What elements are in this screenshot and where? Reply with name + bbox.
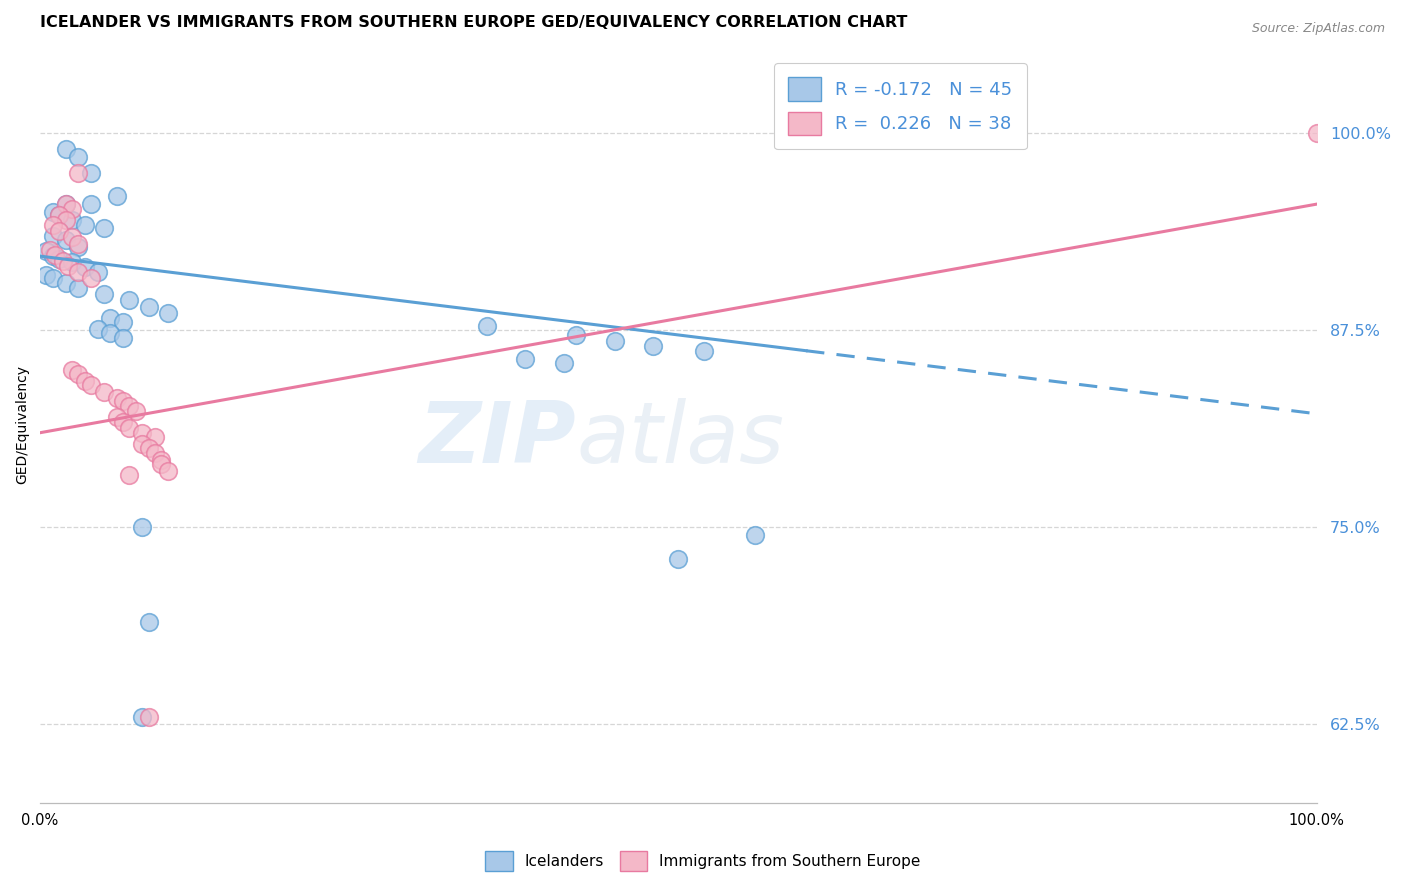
Point xyxy=(67,150,90,164)
Point xyxy=(150,457,173,471)
Point xyxy=(668,552,690,566)
Point xyxy=(67,240,90,254)
Point xyxy=(515,351,537,366)
Point xyxy=(42,271,65,285)
Point xyxy=(52,253,75,268)
Point xyxy=(73,374,96,388)
Point xyxy=(39,243,62,257)
Point xyxy=(118,468,141,483)
Point xyxy=(55,233,77,247)
Point xyxy=(55,212,77,227)
Text: ICELANDER VS IMMIGRANTS FROM SOUTHERN EUROPE GED/EQUIVALENCY CORRELATION CHART: ICELANDER VS IMMIGRANTS FROM SOUTHERN EU… xyxy=(41,15,907,30)
Point xyxy=(60,202,83,216)
Point xyxy=(143,446,166,460)
Point xyxy=(112,415,135,429)
Point xyxy=(42,228,65,243)
Point xyxy=(86,265,108,279)
Point xyxy=(156,464,179,478)
Point xyxy=(73,260,96,275)
Text: atlas: atlas xyxy=(576,399,785,482)
Point xyxy=(42,218,65,232)
Point xyxy=(86,321,108,335)
Text: Source: ZipAtlas.com: Source: ZipAtlas.com xyxy=(1251,22,1385,36)
Point xyxy=(565,328,588,343)
Point xyxy=(131,520,153,534)
Point xyxy=(118,421,141,435)
Point xyxy=(80,378,103,392)
Point xyxy=(112,315,135,329)
Point xyxy=(60,230,83,244)
Point xyxy=(60,255,83,269)
Point xyxy=(118,399,141,413)
Y-axis label: GED/Equivalency: GED/Equivalency xyxy=(15,366,30,484)
Point xyxy=(67,236,90,251)
Point xyxy=(80,271,103,285)
Point xyxy=(35,268,58,282)
Point xyxy=(98,326,121,341)
Point xyxy=(138,615,160,629)
Point xyxy=(48,208,70,222)
Point xyxy=(105,189,128,203)
Point xyxy=(98,310,121,325)
Point xyxy=(112,331,135,345)
Point xyxy=(138,442,160,456)
Point xyxy=(118,293,141,308)
Point xyxy=(138,709,160,723)
Point xyxy=(553,356,575,370)
Point xyxy=(80,197,103,211)
Point xyxy=(105,391,128,405)
Point xyxy=(67,265,90,279)
Point xyxy=(60,362,83,376)
Point xyxy=(42,249,65,263)
Point xyxy=(475,318,498,333)
Point xyxy=(143,430,166,444)
Point xyxy=(93,384,115,399)
Point xyxy=(44,247,66,261)
Point xyxy=(55,197,77,211)
Point xyxy=(93,287,115,301)
Point xyxy=(744,528,766,542)
Point xyxy=(131,425,153,440)
Point xyxy=(60,212,83,227)
Point xyxy=(138,300,160,314)
Point xyxy=(48,252,70,267)
Point xyxy=(603,334,626,349)
Point xyxy=(1306,126,1329,140)
Point xyxy=(93,220,115,235)
Point xyxy=(58,259,80,273)
Point xyxy=(67,165,90,179)
Point xyxy=(131,436,153,450)
Point xyxy=(105,409,128,424)
Point xyxy=(131,709,153,723)
Point xyxy=(73,218,96,232)
Point xyxy=(80,165,103,179)
Point xyxy=(48,208,70,222)
Point xyxy=(156,306,179,320)
Legend: Icelanders, Immigrants from Southern Europe: Icelanders, Immigrants from Southern Eur… xyxy=(479,846,927,877)
Point xyxy=(150,452,173,467)
Point xyxy=(55,142,77,156)
Point xyxy=(67,280,90,294)
Point xyxy=(112,394,135,409)
Text: ZIP: ZIP xyxy=(419,399,576,482)
Point xyxy=(125,403,148,417)
Point xyxy=(67,368,90,382)
Point xyxy=(48,224,70,238)
Legend: R = -0.172   N = 45, R =  0.226   N = 38: R = -0.172 N = 45, R = 0.226 N = 38 xyxy=(773,63,1026,149)
Point xyxy=(55,197,77,211)
Point xyxy=(35,244,58,259)
Point xyxy=(55,276,77,290)
Point xyxy=(641,339,664,353)
Point xyxy=(693,343,716,358)
Point xyxy=(42,205,65,219)
